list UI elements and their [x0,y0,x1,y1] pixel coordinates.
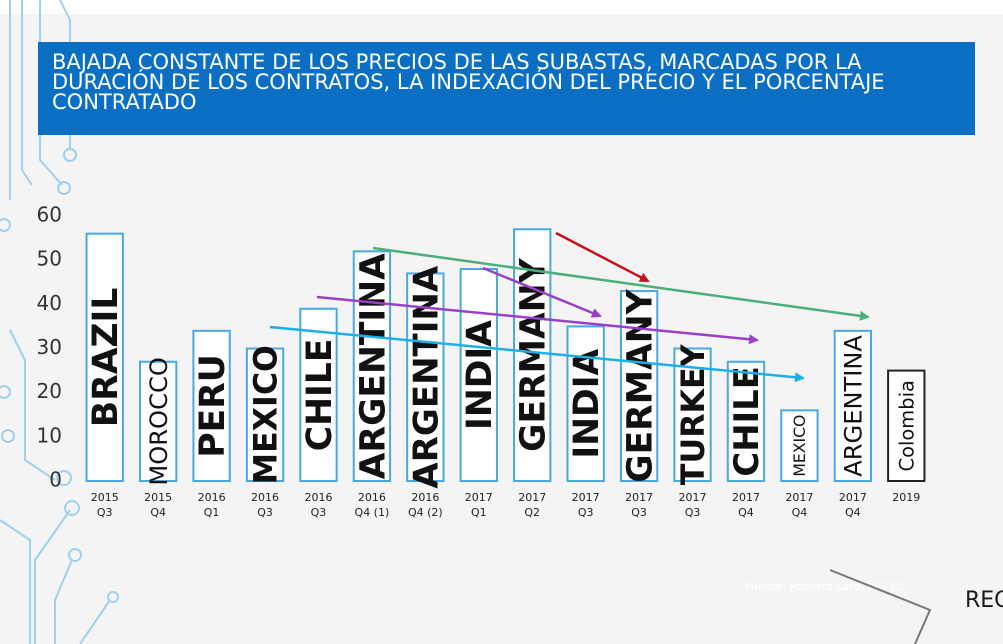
x-tick-label: 2017 [839,491,867,504]
bar-label: Colombia [895,380,918,471]
x-tick-label: Q3 [311,506,327,519]
bar [352,250,392,482]
x-tick-label: 2017 [732,491,760,504]
y-tick-label: 20 [37,379,62,403]
bar-label: ARGENTINA [407,265,447,488]
bar-label: ARGENTINA [840,335,868,477]
x-tick-label: 2017 [679,491,707,504]
x-tick-label: 2019 [892,491,920,504]
x-tick-label: Q1 [471,506,487,519]
top-strip [0,0,1003,14]
chart-title: Bajada constante de los precios de las s… [38,42,975,135]
arrow [316,295,759,345]
bar-label: MEXICO [790,415,809,477]
x-tick-label: 2016 [411,491,439,504]
y-tick-label: 40 [37,291,62,315]
x-tick-label: 2017 [625,491,653,504]
x-tick-label: Q3 [631,506,647,519]
y-tick-label: 0 [49,468,62,492]
bar [459,268,498,482]
x-tick-label: Q3 [685,506,701,519]
x-tick-label: 2016 [251,491,279,504]
x-tick-label: Q4 (1) [355,506,390,519]
bar-label: PERU [193,354,233,457]
bar-label: ARGENTINA [353,253,393,479]
bar-label: BRAZIL [86,288,126,427]
y-tick-label: 30 [37,335,62,359]
bar [85,232,124,482]
x-tick-label: Q4 [150,506,166,519]
trend-arrows [269,231,870,383]
bar [299,307,338,482]
bar-label: MEXICO [248,345,284,484]
bar-label: TURKEY [676,343,712,485]
x-tick-label: 2015 [144,491,172,504]
bar [887,369,926,483]
x-tick-label: 2017 [785,491,813,504]
x-tick-label: Q3 [257,506,273,519]
bar-label: GERMANY [621,288,661,482]
x-tick-label: Q3 [97,506,113,519]
logo-graphic [829,569,932,644]
bar-label: MOROCCO [145,357,173,486]
x-tick-label: Q4 [845,506,861,519]
bar [673,347,712,482]
x-tick-label: 2015 [91,491,119,504]
y-tick-label: 60 [37,203,62,227]
bar [245,347,285,482]
bar-label: CHILE [727,366,766,477]
x-tick-label: Q2 [524,506,540,519]
arrow [482,266,602,318]
bar [138,360,178,482]
logo: REC [965,588,1003,613]
bar [566,325,605,482]
y-tick-label: 50 [37,247,62,271]
x-tick-label: 2017 [518,491,546,504]
bar [833,329,873,483]
arrow [372,246,870,321]
x-tick-label: 2016 [198,491,226,504]
x-tick-label: Q4 (2) [408,506,443,519]
bar-label: INDIA [460,320,500,430]
y-tick-label: 10 [37,423,62,447]
bar [726,360,766,482]
x-tick-label: Q4 [738,506,754,519]
bar [619,290,659,483]
x-tick-label: 2017 [465,491,493,504]
x-tick-label: Q1 [204,506,220,519]
arrow [555,231,650,283]
x-tick-label: Q4 [792,506,808,519]
x-tick-label: 2017 [572,491,600,504]
x-tick-label: 2016 [358,491,386,504]
arrow [269,325,805,383]
x-tick-label: Q3 [578,506,594,519]
bar-label: CHILE [300,339,340,452]
bar [780,409,819,483]
bar-label: INDIA [567,348,607,458]
x-tick-label: 2016 [304,491,332,504]
bar [192,329,231,483]
